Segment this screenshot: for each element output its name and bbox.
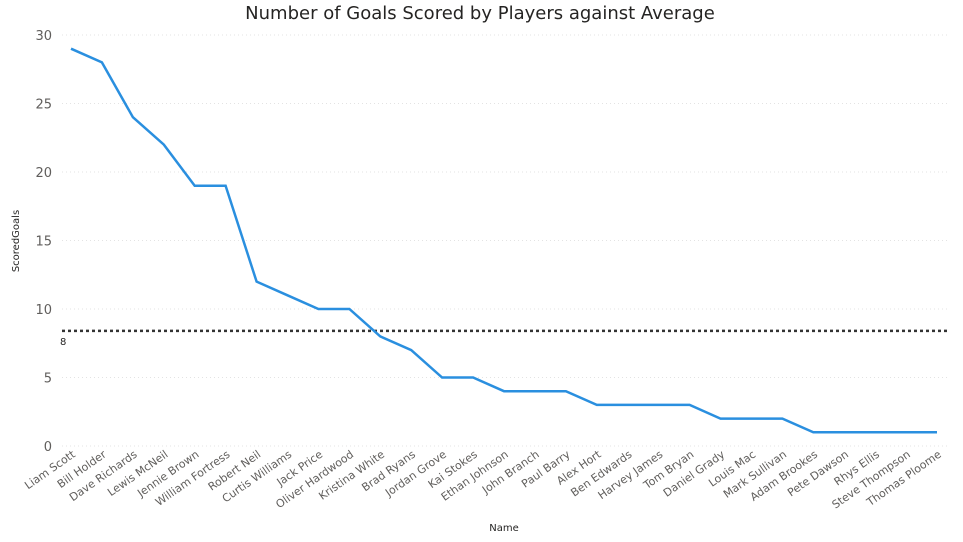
data-point <box>378 334 383 339</box>
data-point <box>563 389 568 394</box>
data-point <box>656 402 661 407</box>
average-reference-line: 8 <box>60 329 948 348</box>
data-series <box>69 46 940 435</box>
data-point <box>347 307 352 312</box>
y-tick-label: 10 <box>35 303 52 318</box>
gridlines <box>62 34 948 447</box>
data-point <box>69 46 74 51</box>
data-point <box>935 430 940 435</box>
data-point <box>285 293 290 298</box>
average-line-label: 8 <box>60 337 66 348</box>
chart-title: Number of Goals Scored by Players agains… <box>245 3 715 24</box>
data-point <box>811 430 816 435</box>
data-point <box>99 60 104 65</box>
y-axis-title: ScoredGoals <box>11 210 22 272</box>
series-line-0 <box>70 47 937 434</box>
data-point <box>409 348 414 353</box>
y-tick-label: 5 <box>44 372 52 387</box>
data-point <box>130 115 135 120</box>
data-point <box>594 402 599 407</box>
data-point <box>625 402 630 407</box>
data-point <box>440 375 445 380</box>
data-point <box>842 430 847 435</box>
data-point <box>192 183 197 188</box>
data-point <box>502 389 507 394</box>
y-tick-label: 30 <box>35 29 52 44</box>
data-point <box>873 430 878 435</box>
y-tick-label: 15 <box>35 235 52 250</box>
data-point <box>749 416 754 421</box>
data-point <box>471 375 476 380</box>
data-point <box>532 389 537 394</box>
data-point <box>718 416 723 421</box>
y-tick-label: 0 <box>44 440 52 455</box>
data-point <box>780 416 785 421</box>
y-tick-label: 25 <box>35 98 52 113</box>
data-point <box>316 307 321 312</box>
x-axis-title: Name <box>489 523 519 534</box>
y-tick-label: 20 <box>35 166 52 181</box>
data-point <box>254 279 259 284</box>
y-axis-ticks: 0 5 10 15 20 25 30 <box>35 29 52 455</box>
data-point <box>904 430 909 435</box>
data-point <box>687 402 692 407</box>
data-point <box>161 142 166 147</box>
data-point <box>223 183 228 188</box>
